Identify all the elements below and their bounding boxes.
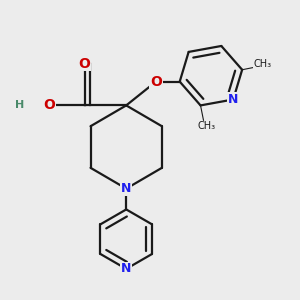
Text: CH₃: CH₃: [254, 59, 272, 69]
Text: O: O: [79, 57, 91, 71]
Text: O: O: [43, 98, 55, 112]
Text: CH₃: CH₃: [197, 121, 215, 131]
Text: N: N: [121, 262, 131, 275]
Text: N: N: [121, 182, 131, 195]
Text: N: N: [228, 93, 238, 106]
Text: O: O: [150, 75, 162, 88]
Text: H: H: [15, 100, 24, 110]
